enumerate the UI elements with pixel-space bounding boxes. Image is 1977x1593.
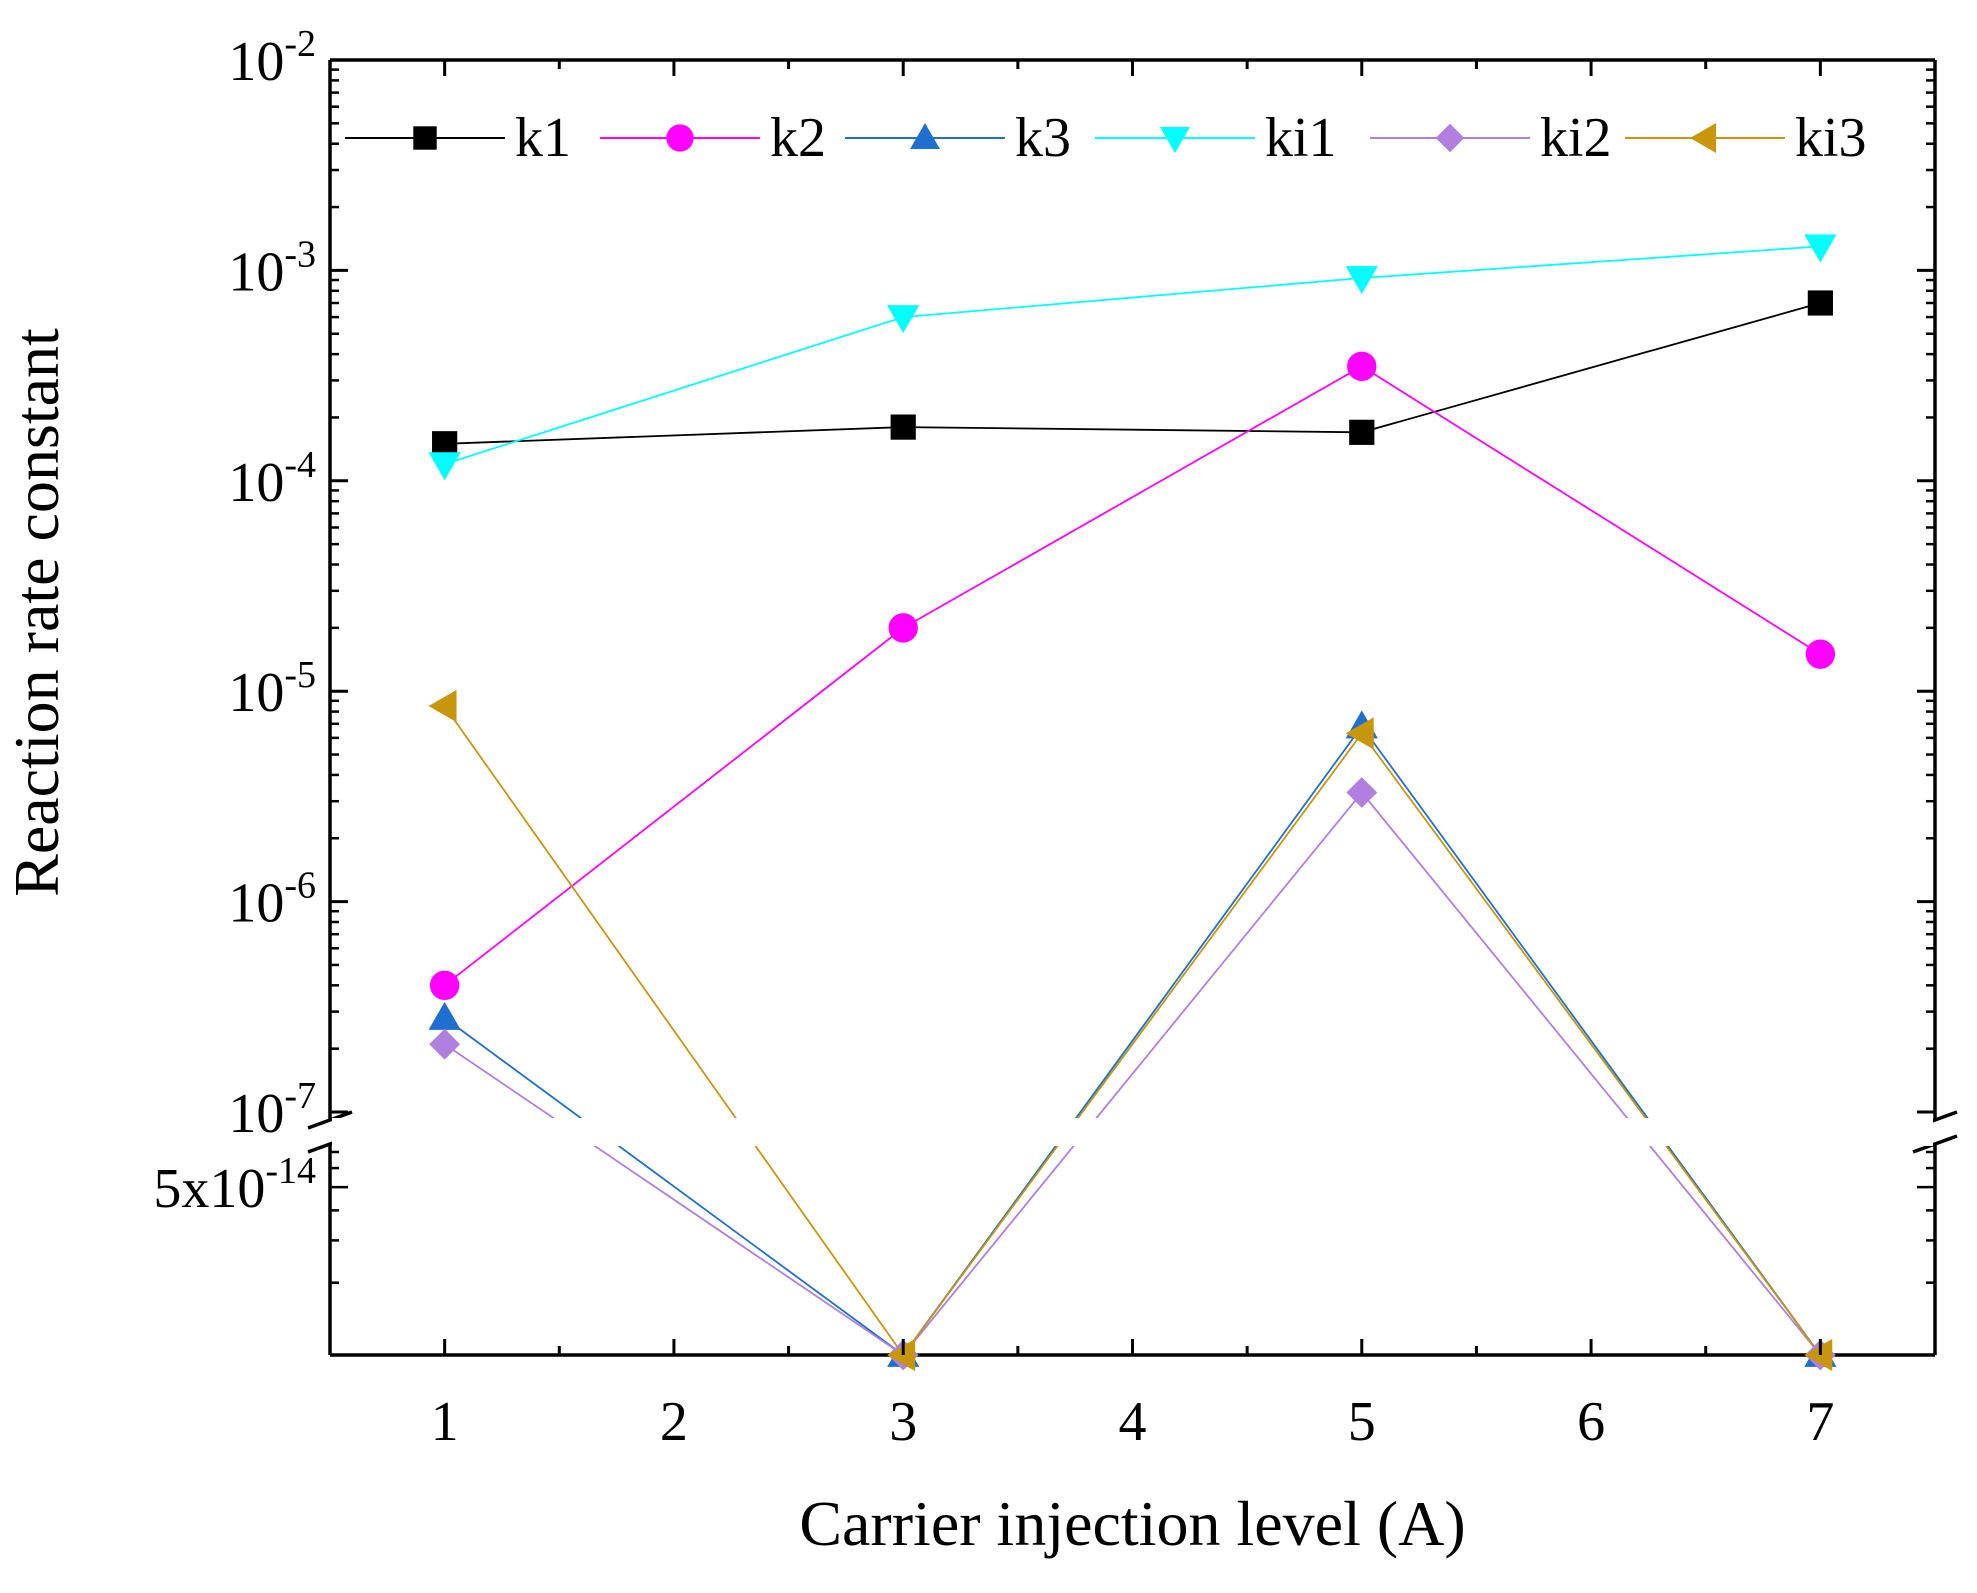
- marker-ki2-x1: [429, 1028, 461, 1060]
- y-tick-label: 10-4: [228, 444, 316, 514]
- x-tick-label: 1: [431, 1391, 459, 1453]
- y-tick-label: 10-7: [228, 1075, 316, 1145]
- marker-k1-x3: [890, 414, 916, 440]
- marker-ki3-x7: [1804, 1338, 1833, 1372]
- y-tick-label: 5x10-14: [153, 1150, 316, 1220]
- series-line-k3: [444, 724, 1822, 1357]
- x-tick-label: 4: [1119, 1391, 1147, 1453]
- y-tick-label-exponent: -7: [284, 1075, 316, 1117]
- marker-ki1-x3: [887, 305, 920, 334]
- marker-ki1-x1: [428, 452, 461, 481]
- x-tick-label: 6: [1577, 1391, 1605, 1453]
- marker-k2-x3: [888, 613, 918, 643]
- marker-ki3-x5: [1345, 717, 1374, 750]
- x-tick-label: 2: [660, 1391, 688, 1453]
- y-tick-label-exponent: -6: [284, 865, 316, 907]
- marker-k2-x5: [1347, 351, 1377, 382]
- y-tick-label: 10-2: [228, 23, 316, 93]
- y-tick-label: 10-6: [228, 865, 316, 935]
- legend-marker-ki3: [1690, 123, 1717, 153]
- legend-item-ki2: ki2: [1370, 107, 1612, 169]
- legend-item-k3: k3: [845, 107, 1071, 169]
- legend-item-ki1: ki1: [1095, 107, 1337, 169]
- series-line-ki3: [443, 705, 1822, 1357]
- y-tick-label: 10-5: [228, 654, 316, 724]
- legend-label-k1: k1: [515, 107, 571, 169]
- legend-item-k1: k1: [345, 107, 571, 169]
- marker-k2-x7: [1805, 639, 1836, 669]
- y-tick-label-base: 10: [228, 31, 284, 93]
- series-line-ki1: [444, 245, 1821, 465]
- y-tick-label: 10-3: [228, 233, 316, 303]
- y-tick-label-exponent: -3: [284, 233, 316, 275]
- y-tick-label-exponent: -14: [265, 1150, 316, 1192]
- marker-k1-x7: [1807, 290, 1833, 316]
- legend-label-k3: k3: [1015, 107, 1071, 169]
- axis-break-gap: [332, 1118, 1933, 1146]
- y-tick-label-exponent: -4: [284, 444, 316, 486]
- x-axis-title: Carrier injection level (A): [799, 1488, 1465, 1559]
- marker-k2-x1: [429, 970, 460, 1001]
- marker-ki1-x7: [1804, 234, 1837, 263]
- series-line-k1: [444, 302, 1821, 445]
- y-tick-label-base: 5x10: [153, 1158, 265, 1220]
- y-tick-label-base: 10: [228, 1083, 284, 1145]
- marker-ki3-x1: [428, 689, 457, 723]
- x-tick-label: 3: [889, 1391, 917, 1453]
- legend-marker-k2: [666, 124, 694, 152]
- series-markers: [428, 234, 1837, 1372]
- y-tick-label-base: 10: [228, 452, 284, 514]
- legend-marker-k1: [413, 126, 437, 150]
- legend-marker-ki1: [1160, 126, 1190, 153]
- y-tick-label-base: 10: [228, 662, 284, 724]
- marker-ki3-x3: [887, 1338, 916, 1372]
- legend-marker-ki2: [1435, 123, 1465, 153]
- marker-ki2-x5: [1346, 777, 1378, 808]
- legend-label-ki2: ki2: [1540, 107, 1612, 169]
- legend-label-k2: k2: [770, 107, 826, 169]
- axis-break-gap-band: [332, 1118, 1933, 1146]
- series-line-ki2: [444, 791, 1822, 1357]
- legend: k1 k2 k3 ki1 ki2 ki3: [345, 107, 1867, 169]
- legend-item-k2: k2: [600, 107, 826, 169]
- break-mark-right-2: [1912, 1134, 1958, 1154]
- x-tick-label: 5: [1348, 1391, 1376, 1453]
- marker-k1-x5: [1349, 419, 1375, 445]
- y-tick-label-exponent: -5: [284, 654, 316, 696]
- marker-k1-x1: [432, 431, 458, 457]
- marker-k3-x1: [428, 1001, 461, 1030]
- break-mark-left-1: [307, 1110, 353, 1130]
- y-tick-label-exponent: -2: [284, 23, 316, 65]
- legend-label-ki3: ki3: [1795, 107, 1867, 169]
- x-tick-label: 7: [1806, 1391, 1834, 1453]
- legend-marker-k3: [910, 123, 940, 150]
- y-tick-label-base: 10: [228, 873, 284, 935]
- legend-item-ki3: ki3: [1625, 107, 1867, 169]
- y-axis-title: Reaction rate constant: [1, 328, 72, 897]
- series-line-k2: [444, 365, 1821, 987]
- y-tick-label-base: 10: [228, 241, 284, 303]
- series-lines: [443, 245, 1822, 1357]
- marker-ki1-x5: [1345, 266, 1378, 295]
- legend-label-ki1: ki1: [1265, 107, 1337, 169]
